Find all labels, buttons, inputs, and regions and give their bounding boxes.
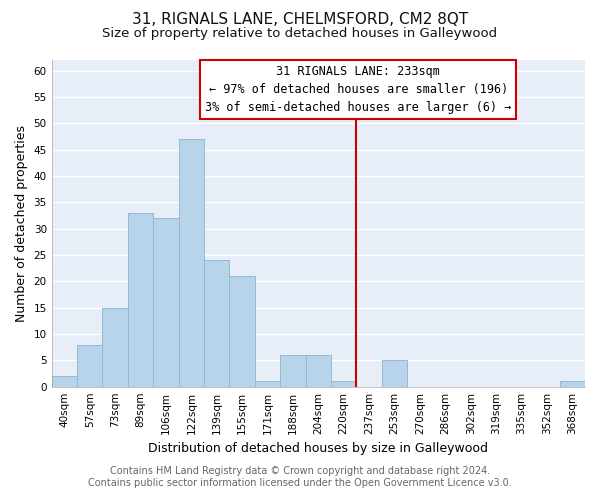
Bar [255, 382, 280, 386]
Bar [52, 376, 77, 386]
Bar [331, 382, 356, 386]
Text: 31, RIGNALS LANE, CHELMSFORD, CM2 8QT: 31, RIGNALS LANE, CHELMSFORD, CM2 8QT [132, 12, 468, 28]
Text: Size of property relative to detached houses in Galleywood: Size of property relative to detached ho… [103, 28, 497, 40]
Text: Contains HM Land Registry data © Crown copyright and database right 2024.
Contai: Contains HM Land Registry data © Crown c… [88, 466, 512, 487]
Bar [204, 260, 229, 386]
Bar [229, 276, 255, 386]
Bar [179, 139, 204, 386]
Bar [382, 360, 407, 386]
Text: 31 RIGNALS LANE: 233sqm
← 97% of detached houses are smaller (196)
3% of semi-de: 31 RIGNALS LANE: 233sqm ← 97% of detache… [205, 65, 512, 114]
Bar [305, 355, 331, 386]
X-axis label: Distribution of detached houses by size in Galleywood: Distribution of detached houses by size … [148, 442, 488, 455]
Y-axis label: Number of detached properties: Number of detached properties [15, 125, 28, 322]
Bar [153, 218, 179, 386]
Bar [560, 382, 585, 386]
Bar [77, 344, 103, 387]
Bar [103, 308, 128, 386]
Bar [128, 213, 153, 386]
Bar [280, 355, 305, 386]
